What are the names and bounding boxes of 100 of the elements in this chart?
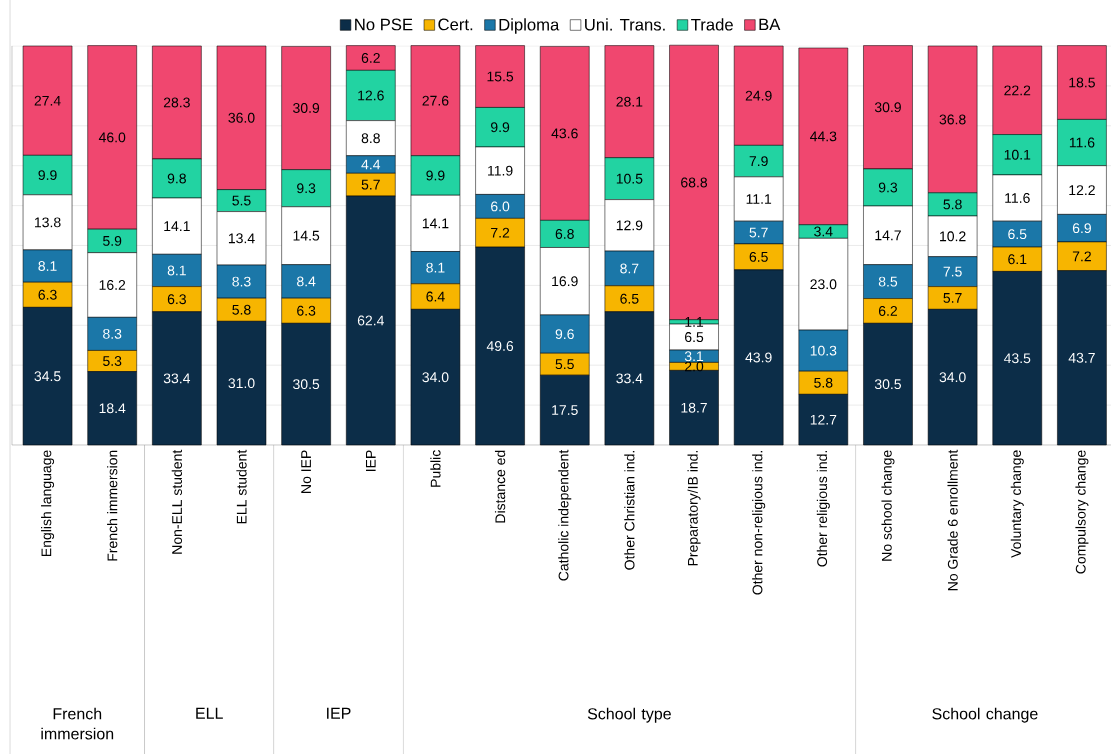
data-label: 3.4 <box>814 226 833 237</box>
data-label: 7.9 <box>749 156 768 167</box>
x-tick-label: Catholic independent <box>558 449 572 581</box>
text: School change <box>932 707 1038 723</box>
data-label: 24.9 <box>745 90 772 101</box>
data-label: 23.0 <box>810 279 837 290</box>
data-label: 9.9 <box>491 122 510 133</box>
data-label: 62.4 <box>357 315 384 326</box>
data-label: 12.9 <box>616 220 643 231</box>
legend-label: Cert. <box>438 18 473 31</box>
data-label: 6.3 <box>38 289 57 300</box>
data-label: 14.5 <box>293 230 320 241</box>
legend-label: Trade <box>691 18 733 31</box>
data-label: 36.8 <box>939 114 966 125</box>
data-label: 5.8 <box>814 377 833 388</box>
data-label: 8.8 <box>361 133 380 144</box>
data-label: 14.7 <box>875 230 901 241</box>
data-label: 6.5 <box>685 332 704 343</box>
data-label: 11.6 <box>1005 193 1030 203</box>
data-label: 30.9 <box>293 103 320 114</box>
x-tick-label: Preparatory/IB ind. <box>687 451 701 566</box>
data-label: 6.8 <box>555 228 574 239</box>
data-label: 5.3 <box>103 356 122 366</box>
data-label: 68.8 <box>681 177 708 188</box>
data-label: 8.4 <box>297 276 316 287</box>
data-label: 22.2 <box>1004 85 1031 96</box>
data-label: 3.1 <box>684 351 704 362</box>
data-label: 12.6 <box>358 90 384 101</box>
data-label: 18.4 <box>99 403 126 414</box>
x-tick-label: Other non-religious ind. <box>752 451 766 595</box>
data-label: 43.7 <box>1068 352 1095 363</box>
data-label: 8.1 <box>426 262 445 273</box>
data-label: 2.0 <box>685 361 704 372</box>
data-label: 11.9 <box>488 165 513 176</box>
data-label: 8.1 <box>167 265 186 276</box>
x-tick-label: Compulsory change <box>1075 450 1089 574</box>
data-label: 28.1 <box>616 96 643 107</box>
data-label: 17.5 <box>552 405 578 415</box>
data-label: 5.7 <box>943 293 962 303</box>
data-label: 33.4 <box>616 373 643 384</box>
legend-label: BA <box>759 18 781 31</box>
data-label: 8.1 <box>38 261 57 272</box>
data-label: 43.9 <box>745 352 772 363</box>
data-label: 4.4 <box>361 159 381 170</box>
data-label: 34.0 <box>939 372 966 383</box>
x-tick-label: Voluntary change <box>1010 450 1024 558</box>
data-label: 43.6 <box>551 128 578 139</box>
x-tick-label: English language <box>41 450 55 556</box>
data-label: 16.9 <box>552 276 578 287</box>
data-label: 31.0 <box>228 378 255 389</box>
data-label: 6.3 <box>167 294 186 305</box>
x-tick-label: ELL student <box>236 449 247 524</box>
x-tick-label: Distance ed <box>494 450 506 523</box>
data-label: 27.4 <box>34 95 61 106</box>
x-tick-label: No Grade 6 enrollment <box>947 449 958 591</box>
data-label: 13.4 <box>228 233 255 244</box>
data-label: 6.0 <box>491 201 510 212</box>
data-label: 6.5 <box>620 293 639 304</box>
data-label: 10.1 <box>1004 149 1031 160</box>
data-label: 5.7 <box>749 227 768 238</box>
data-label: 6.5 <box>749 251 768 262</box>
data-label: 10.3 <box>810 345 837 356</box>
data-label: 5.9 <box>103 235 122 246</box>
data-label: 6.2 <box>878 305 897 316</box>
data-label: 7.2 <box>1072 251 1091 262</box>
data-label: 5.5 <box>555 359 574 370</box>
data-label: 16.2 <box>99 280 126 290</box>
data-label: 5.7 <box>361 179 380 190</box>
data-label: 44.3 <box>810 131 837 142</box>
legend-label: No PSE <box>355 18 413 31</box>
x-tick-label: French immersion <box>107 450 118 561</box>
data-label: 10.2 <box>940 231 966 242</box>
data-label: 34.0 <box>422 372 449 383</box>
data-label: 7.5 <box>943 266 962 277</box>
data-label: 8.7 <box>620 263 639 274</box>
data-label: 10.5 <box>616 173 643 184</box>
data-label: 33.4 <box>163 373 191 384</box>
data-label: 7.2 <box>491 227 510 238</box>
x-tick-label: IEP <box>365 450 376 471</box>
data-label: 6.3 <box>297 305 316 316</box>
data-label: 12.2 <box>1069 185 1095 195</box>
data-label: 8.3 <box>232 276 251 287</box>
data-label: 46.0 <box>98 132 126 143</box>
x-tick-label: No school change <box>881 450 895 561</box>
x-tick-label: Other Christian ind. <box>624 451 635 570</box>
data-label: 12.7 <box>810 414 837 425</box>
data-label: 30.9 <box>874 102 901 113</box>
data-label: 14.1 <box>164 221 190 231</box>
text: French immersion <box>41 707 114 740</box>
text: School type <box>587 707 671 723</box>
data-label: 27.6 <box>422 95 449 106</box>
data-label: 9.9 <box>426 170 445 181</box>
data-label: 9.8 <box>167 173 186 184</box>
data-label: 36.0 <box>228 112 255 123</box>
data-label: 9.3 <box>297 183 316 194</box>
x-tick-label: Non-ELL student <box>171 449 182 554</box>
text: ELL <box>196 707 223 719</box>
data-label: 28.3 <box>163 97 190 108</box>
data-label: 18.5 <box>1069 77 1095 88</box>
data-label: 9.6 <box>555 329 574 340</box>
